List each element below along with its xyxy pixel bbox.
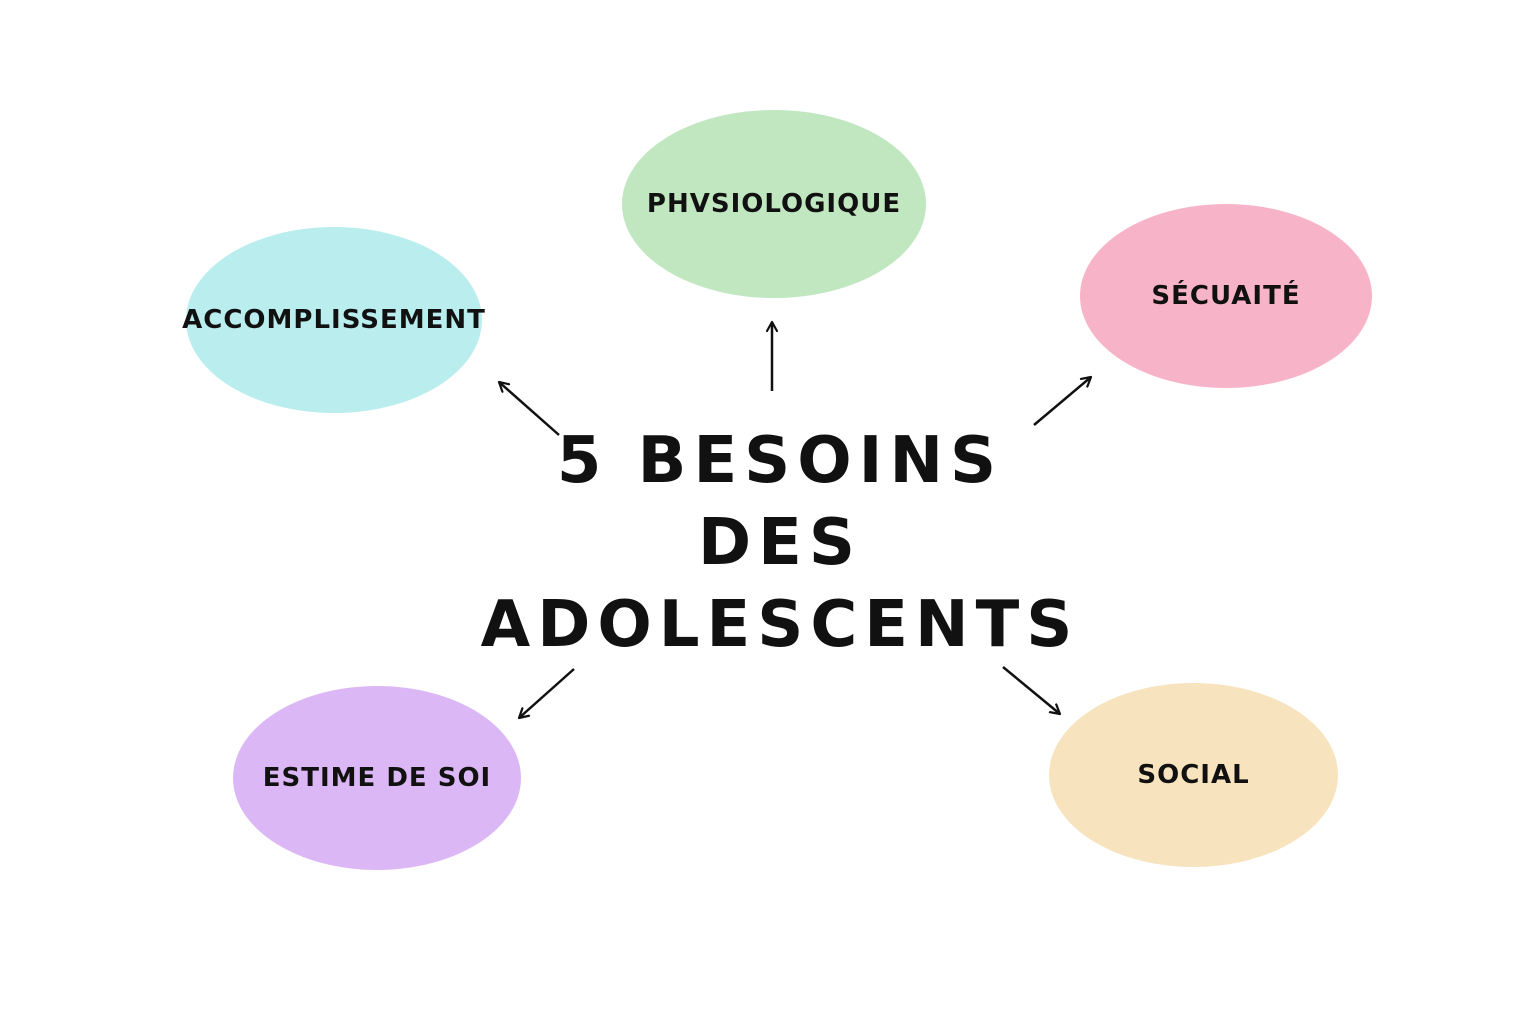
need-label-securite: SÉCUAITÉ bbox=[1151, 281, 1301, 311]
central-title: 5 BESOINS DES ADOLESCENTS bbox=[480, 420, 1080, 666]
title-line-1: 5 BESOINS bbox=[556, 424, 1004, 498]
need-bubble-accomplissement: ACCOMPLISSEMENT bbox=[182, 227, 485, 413]
need-bubble-securite: SÉCUAITÉ bbox=[1080, 204, 1372, 388]
need-label-accomplissement: ACCOMPLISSEMENT bbox=[182, 305, 486, 335]
arrow-to-estime-de-soi bbox=[519, 668, 575, 718]
need-label-physiologique: PHVSIOLOGIQUE bbox=[646, 189, 902, 219]
title-line-3: ADOLESCENTS bbox=[480, 588, 1080, 662]
need-bubble-physiologique: PHVSIOLOGIQUE bbox=[622, 110, 926, 298]
arrow-to-securite bbox=[1033, 377, 1091, 426]
need-label-social: SOCIAL bbox=[1137, 760, 1250, 790]
need-bubble-estime-de-soi: ESTIME DE SOI bbox=[233, 686, 521, 870]
arrow-to-accomplissement bbox=[499, 382, 560, 436]
title-line-2: DES bbox=[698, 506, 862, 580]
arrow-to-social bbox=[1002, 666, 1060, 714]
need-bubble-social: SOCIAL bbox=[1049, 683, 1338, 867]
need-label-estime-de-soi: ESTIME DE SOI bbox=[262, 763, 492, 793]
